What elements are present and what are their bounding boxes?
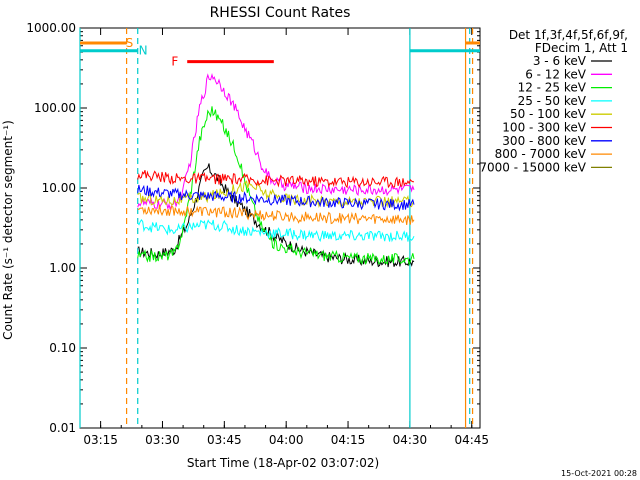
legend-label: 100 - 300 keV [502, 121, 586, 135]
x-tick-label: 04:15 [331, 433, 366, 447]
series-line-300-800keV [137, 184, 415, 212]
chart-marks: 1000.00 100.00 10.00 1.00 0.10 0.01 03:15 03:30… [26, 21, 612, 447]
legend-label: 800 - 7000 keV [495, 147, 587, 161]
x-tick-label: 03:15 [83, 433, 118, 447]
x-tick-label: 04:45 [454, 433, 489, 447]
legend-label: 3 - 6 keV [533, 54, 587, 68]
y-tick-label: 10.00 [42, 181, 76, 195]
series-line-12-25keV [137, 106, 415, 266]
y-tick-label: 0.01 [49, 421, 76, 435]
legend-label: 6 - 12 keV [525, 67, 587, 81]
y-tick-label: 0.10 [49, 341, 76, 355]
x-tick-label: 03:30 [145, 433, 180, 447]
legend-header-line-2: FDecim 1, Att 1 [535, 41, 628, 55]
legend-label: 7000 - 15000 keV [479, 160, 586, 174]
x-tick-label: 04:30 [393, 433, 428, 447]
series-line-6-12keV [137, 73, 415, 211]
flag-label-N: N [139, 44, 148, 58]
series-line-25-50keV [137, 219, 415, 243]
y-tick-label: 100.00 [34, 101, 76, 115]
x-tick-label: 04:00 [269, 433, 304, 447]
legend-label: 12 - 25 keV [518, 81, 587, 95]
y-tick-label: 1000.00 [26, 21, 76, 35]
flag-label-F: F [171, 55, 178, 69]
y-tick-label: 1.00 [49, 261, 76, 275]
flag-label-S: S [126, 36, 134, 50]
legend-header-line-1: Det 1f,3f,4f,5f,6f,9f, [509, 28, 628, 42]
series-line-800-7000keV [137, 204, 415, 225]
footer-timestamp: 15-Oct-2021 00:28 [561, 469, 637, 478]
series-line-3-6keV [137, 163, 415, 268]
x-axis-label: Start Time (18-Apr-02 03:07:02) [187, 456, 379, 470]
legend-label: 50 - 100 keV [510, 107, 587, 121]
series-line-100-300keV [137, 170, 414, 189]
legend-label: 300 - 800 keV [502, 134, 586, 148]
chart-title: RHESSI Count Rates [210, 5, 351, 21]
y-axis-label: Count Rate (s⁻¹ detector segment⁻¹) [1, 120, 15, 340]
legend-label: 25 - 50 keV [518, 94, 587, 108]
x-tick-label: 03:45 [207, 433, 242, 447]
